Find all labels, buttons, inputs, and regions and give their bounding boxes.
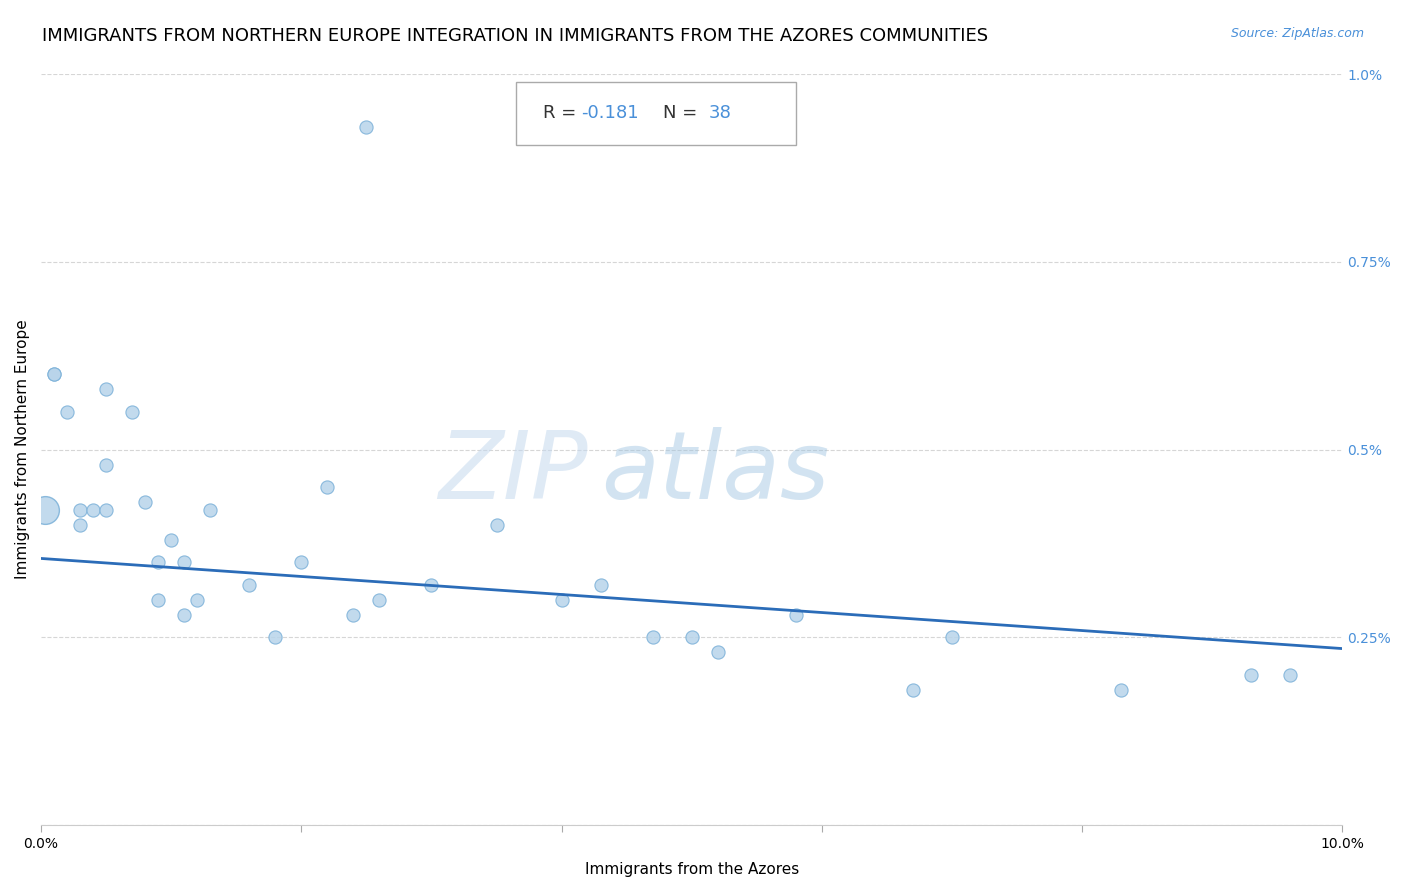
Point [238,578,260,592]
Point [34,502,56,516]
Point [1240,668,1263,682]
Point [148,592,170,607]
Text: Source: ZipAtlas.com: Source: ZipAtlas.com [1230,27,1364,40]
Point [121,405,143,419]
Point [148,555,170,569]
Point [641,630,664,644]
Point [82,502,104,516]
Point [368,592,391,607]
Point [186,592,208,607]
Point [356,120,378,134]
Point [785,607,807,622]
FancyBboxPatch shape [516,81,796,145]
Point [550,592,572,607]
Point [681,630,703,644]
Text: ZIP: ZIP [439,426,588,517]
Text: 38: 38 [709,104,731,122]
Point [56,405,79,419]
Point [420,578,443,592]
Point [96,458,118,472]
Point [134,495,156,509]
Point [264,630,287,644]
Point [485,517,508,532]
Text: R =: R = [543,104,582,122]
Point [1279,668,1302,682]
Point [1109,682,1132,697]
Point [42,368,65,382]
Point [173,555,195,569]
Point [589,578,612,592]
Point [69,517,91,532]
Y-axis label: Immigrants from Northern Europe: Immigrants from Northern Europe [15,319,30,580]
X-axis label: Immigrants from the Azores: Immigrants from the Azores [585,862,799,877]
Point [200,502,222,516]
Point [941,630,963,644]
Point [173,607,195,622]
Point [707,645,730,659]
Point [290,555,312,569]
Text: N =: N = [664,104,703,122]
Text: IMMIGRANTS FROM NORTHERN EUROPE INTEGRATION IN IMMIGRANTS FROM THE AZORES COMMUN: IMMIGRANTS FROM NORTHERN EUROPE INTEGRAT… [42,27,988,45]
Point [69,502,91,516]
Text: atlas: atlas [600,426,830,517]
Point [42,368,65,382]
Point [342,607,364,622]
Point [316,480,339,494]
Point [160,533,183,547]
Point [96,383,118,397]
Point [901,682,924,697]
Point [96,502,118,516]
Text: -0.181: -0.181 [581,104,638,122]
